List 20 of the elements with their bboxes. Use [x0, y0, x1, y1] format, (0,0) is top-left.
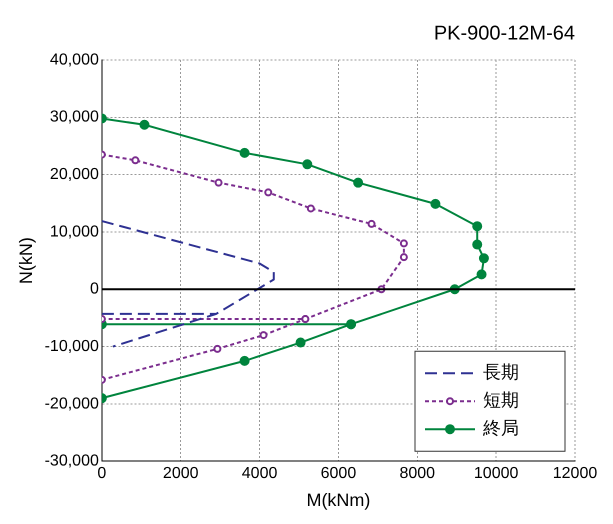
y-tick-label: 30,000: [50, 108, 99, 126]
y-tick-label: 40,000: [50, 51, 99, 68]
legend-label: 長期: [483, 362, 519, 382]
x-tick-label: 6000: [320, 465, 356, 482]
y-tick-label: 0: [90, 280, 99, 298]
x-axis-title: M(kNm): [306, 490, 370, 510]
x-tick-label: 2000: [162, 465, 199, 482]
y-tick-label: 10,000: [50, 223, 99, 240]
legend-label: 短期: [483, 390, 519, 410]
x-tick-label: 4000: [242, 465, 278, 482]
y-tick-label: -20,000: [44, 395, 99, 412]
y-tick-label: 20,000: [50, 166, 99, 184]
x-tick-label: 8000: [399, 465, 436, 482]
chart-title: PK-900-12M-64: [434, 22, 575, 45]
y-tick-label: -30,000: [44, 452, 99, 470]
y-tick-label: -10,000: [44, 338, 99, 355]
legend-label: 終局: [482, 418, 519, 438]
y-axis-title: N(kN): [16, 237, 36, 284]
x-tick-label: 10000: [474, 465, 518, 482]
x-tick-label: 12000: [552, 465, 598, 482]
